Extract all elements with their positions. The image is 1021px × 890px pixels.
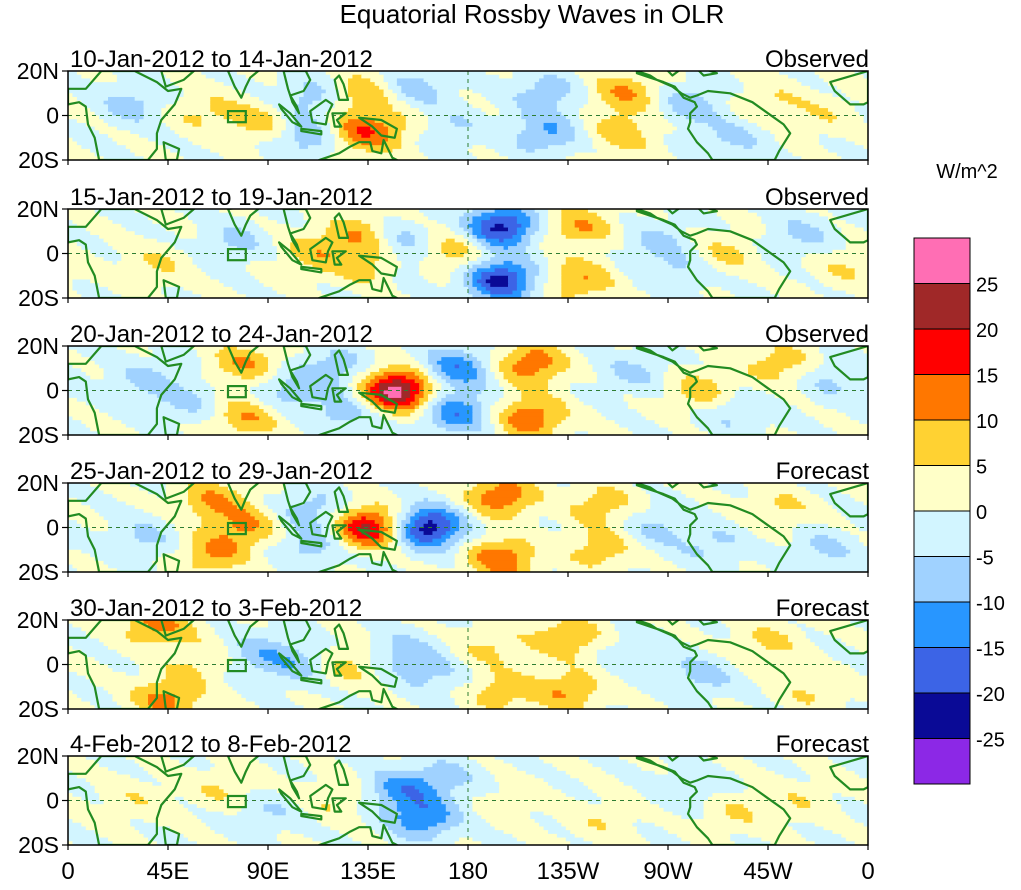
colorbar-label: 25 (976, 275, 998, 297)
y-tick-label: 20S (18, 559, 59, 585)
colorbar-box (913, 692, 971, 739)
y-tick-label: 20N (17, 470, 59, 496)
colorbar-units: W/m^2 (936, 161, 998, 183)
panel-status: Forecast (776, 731, 870, 758)
land-outlines (68, 346, 868, 435)
anomaly-field (68, 483, 868, 572)
panel-5: 20N 0 20S 30-Jan-2012 to 3-Feb-2012 Forecast (17, 595, 870, 722)
y-tick-label: 0 (46, 515, 59, 541)
colorbar-label: 20 (976, 320, 998, 342)
panel-period: 4-Feb-2012 to 8-Feb-2012 (70, 731, 352, 758)
panel-period: 20-Jan-2012 to 24-Jan-2012 (70, 321, 373, 348)
land-outlines (68, 209, 868, 298)
region-box (226, 248, 247, 262)
y-tick-label: 20N (17, 607, 59, 633)
colorbar-label: 10 (976, 411, 998, 433)
y-tick-label: 0 (46, 378, 59, 404)
colorbar-box (913, 237, 971, 284)
x-axis: 0 45E 90E 135E 180 135W 90W 45W 0 (61, 858, 874, 885)
x-tick-label: 0 (861, 858, 874, 885)
x-tick-label: 180 (448, 858, 488, 885)
panel-status: Observed (765, 46, 869, 73)
x-tick-label: 45W (743, 858, 793, 885)
panel-6: 20N 0 20S 4-Feb-2012 to 8-Feb-2012 Forecast (17, 731, 870, 858)
panel-period: 25-Jan-2012 to 29-Jan-2012 (70, 458, 373, 485)
anomaly-field (68, 756, 868, 845)
colorbar-label: -25 (976, 730, 1005, 752)
panel-3: 20N 0 20S 20-Jan-2012 to 24-Jan-2012 Observe… (17, 321, 869, 448)
colorbar-box (913, 374, 971, 421)
panel-status: Observed (765, 321, 869, 348)
colorbar-box (913, 738, 971, 785)
anomaly-field (68, 71, 868, 160)
x-tick-label: 135W (537, 858, 600, 885)
panel-2: 20N 0 20S 15-Jan-2012 to 19-Jan-2012 Observe… (17, 184, 869, 311)
colorbar-box (913, 283, 971, 330)
panel-status: Forecast (776, 458, 870, 485)
colorbar-label: 0 (976, 502, 987, 524)
panel-period: 15-Jan-2012 to 19-Jan-2012 (70, 184, 373, 211)
colorbar-box (913, 419, 971, 466)
colorbar-box (913, 556, 971, 603)
y-tick-label: 20S (18, 832, 59, 858)
panel-period: 30-Jan-2012 to 3-Feb-2012 (70, 595, 362, 622)
region-box (226, 109, 247, 124)
x-tick-label: 0 (61, 858, 74, 885)
x-tick-label: 90W (643, 858, 693, 885)
region-box (226, 521, 247, 536)
colorbar-label: -5 (976, 548, 994, 570)
colorbar-label: 5 (976, 457, 987, 479)
x-tick-label: 90E (247, 858, 290, 885)
y-tick-label: 20S (18, 422, 59, 448)
y-tick-label: 20S (18, 285, 59, 311)
y-tick-label: 20N (17, 58, 59, 84)
colorbar-box (913, 465, 971, 512)
y-tick-label: 0 (46, 788, 59, 814)
panel-1: 20N 0 20S 10-Jan-2012 to 14-Jan-2012 Observe… (17, 46, 869, 173)
land-outlines (68, 620, 868, 709)
chart-title: Equatorial Rossby Waves in OLR (340, 0, 725, 29)
x-tick-label: 45E (147, 858, 190, 885)
colorbar-label: -20 (976, 684, 1005, 706)
colorbar-box (913, 510, 971, 557)
colorbar-label: -10 (976, 593, 1005, 615)
y-tick-label: 20S (18, 696, 59, 722)
panel-status: Observed (765, 184, 869, 211)
colorbar-label: -15 (976, 639, 1005, 661)
colorbar-box (913, 328, 971, 375)
y-tick-label: 20N (17, 743, 59, 769)
colorbar-box (913, 601, 971, 648)
y-tick-label: 20S (18, 147, 59, 173)
panels: 20N 0 20S 10-Jan-2012 to 14-Jan-2012 Observe… (17, 46, 870, 858)
y-tick-label: 0 (46, 241, 59, 267)
land-outlines (68, 71, 868, 160)
land-outlines (68, 483, 868, 572)
y-tick-label: 0 (46, 103, 59, 129)
colorbar-label: 15 (976, 366, 998, 388)
region-box (226, 658, 247, 673)
colorbar-box (913, 647, 971, 694)
x-tick-label: 135E (340, 858, 396, 885)
y-tick-label: 20N (17, 333, 59, 359)
colorbar: W/m^2 25 20 15 10 5 0 -5 -10 -15 -20 -25 (913, 161, 1005, 785)
panel-period: 10-Jan-2012 to 14-Jan-2012 (70, 46, 373, 73)
y-tick-label: 20N (17, 196, 59, 222)
region-box (226, 385, 247, 399)
y-tick-label: 0 (46, 652, 59, 678)
land-outlines (68, 756, 868, 845)
region-box (226, 794, 247, 809)
panel-4: 20N 0 20S 25-Jan-2012 to 29-Jan-2012 Forecas… (17, 458, 870, 585)
panel-status: Forecast (776, 595, 870, 622)
